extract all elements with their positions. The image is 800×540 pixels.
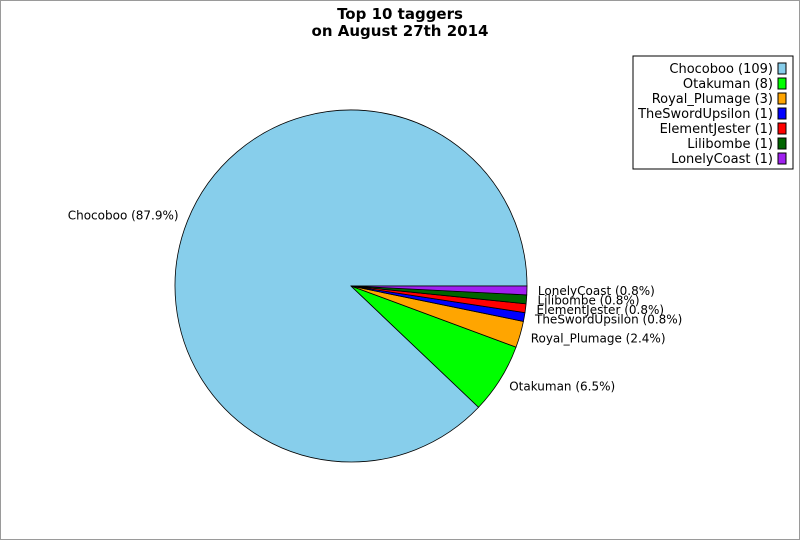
legend-entry-elementjester: ElementJester (1) [660, 122, 773, 137]
slices-layer [174, 109, 528, 463]
legend-entry-lilibombe: Lilibombe (1) [687, 137, 773, 152]
slice-label-chocoboo: Chocoboo (87.9%) [68, 209, 179, 223]
legend-swatch-chocoboo [777, 62, 787, 75]
legend-swatch-lilibombe [777, 137, 787, 150]
legend-entry-lonelycoast: LonelyCoast (1) [671, 152, 773, 167]
legend-entry-theswordupsilon: TheSwordUpsilon (1) [637, 107, 773, 122]
legend-swatch-otakuman [777, 77, 787, 90]
legend-swatch-elementjester [777, 122, 787, 135]
chart-title: Top 10 taggers [337, 5, 463, 23]
legend-entry-royal-plumage: Royal_Plumage (3) [652, 92, 773, 107]
legend-box [632, 55, 794, 170]
slice-label-royal-plumage: Royal_Plumage (2.4%) [531, 331, 666, 345]
legend: Chocoboo (109)Otakuman (8)Royal_Plumage … [632, 55, 794, 170]
legend-swatch-lonelycoast [777, 152, 787, 165]
slice-label-theswordupsilon: TheSwordUpsilon (0.8%) [534, 313, 682, 327]
slice-label-otakuman: Otakuman (6.5%) [509, 380, 615, 394]
legend-entry-chocoboo: Chocoboo (109) [669, 62, 773, 77]
legend-swatch-theswordupsilon [777, 107, 787, 120]
chart-subtitle: on August 27th 2014 [312, 22, 489, 40]
slice-labels-layer: Chocoboo (87.9%) Otakuman (6.5%) Royal_Plu… [68, 209, 683, 394]
slice-label-lonelycoast: LonelyCoast (0.8%) [538, 284, 655, 298]
slice-label-elementjester: ElementJester (0.8%) [537, 303, 665, 317]
pie-slice-lonelycoast [350, 285, 528, 296]
legend-entry-otakuman: Otakuman (8) [683, 77, 773, 92]
legend-swatch-royal-plumage [777, 92, 787, 105]
slice-label-lilibombe: Lilibombe (0.8%) [538, 293, 640, 307]
